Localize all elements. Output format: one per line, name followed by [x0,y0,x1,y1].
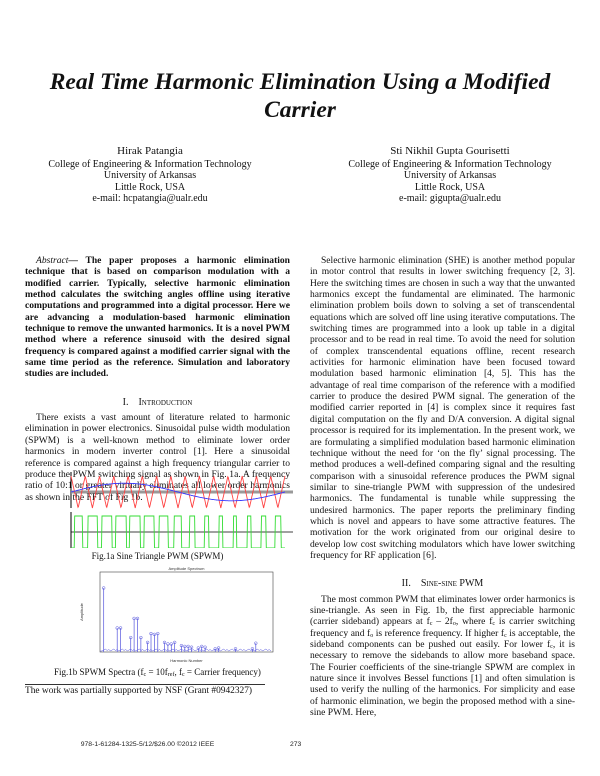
footnote: The work was partially supported by NSF … [25,686,253,696]
figure-1b-spectrum: Amplitude Spectrum Amplitude Harmonic Numb… [79,566,274,663]
spectrum-marker [216,646,221,650]
paper-title: Real Time Harmonic Elimination Using a M… [49,69,551,123]
author-city: Little Rock, USA [114,181,186,193]
left-column: Abstract— The paper proposes a harmonic … [25,255,290,503]
intro-paragraph: There exists a vast amount of literature… [25,412,290,503]
author-univ: University of Arkansas [403,170,497,182]
pwm-signal [71,515,285,548]
spectrum-marker [254,641,258,645]
carrier-triangle [70,475,286,509]
spectrum-marker [173,640,177,645]
spectrum-marker [233,647,238,651]
figure-1a-caption: Fig.1a Sine Triangle PWM (SPWM) [91,551,224,561]
she-paragraph: Selective harmonic elimination (SHE) is … [310,255,575,561]
spectrum-marker [166,642,170,646]
spectrum-marker [139,635,143,640]
right-column: Selective harmonic elimination (SHE) is … [310,255,575,718]
footer-isbn: 978-1-61284-1325-5/12/$26.00 ©2012 IEEE [80,741,215,748]
spectrum-marker [149,631,153,636]
spectrum-marker [145,640,150,645]
figure-1a-sine-triangle [70,472,293,548]
spectrum-marker [196,646,200,650]
spectrum-marker [135,616,140,621]
abstract: Abstract— The paper proposes a harmonic … [25,255,290,380]
reference-sinusoid [70,482,286,502]
spectrum-marker [186,644,190,649]
author-email: e-mail: hcpatangia@ualr.edu [92,193,208,205]
chart-title: Amplitude Spectrum [168,566,205,571]
author-dept: College of Engineering & Information Tec… [348,158,552,170]
spectrum-marker [183,644,187,649]
section-title: Sine-sine PWM [420,578,484,590]
spectrum-marker [152,632,157,637]
author-name: Hirak Patangia [117,145,183,157]
abstract-label: Abstract [36,255,69,266]
spectrum-marker [200,644,204,649]
spectrum-marker [169,642,173,646]
section-heading-introduction: I. Introduction [25,397,290,408]
spectrum-marker [213,647,217,651]
sine-sine-paragraph: The most common PWM that eliminates lowe… [310,593,576,719]
author-block-2: Sti Nikhil Gupta Gourisetti College of E… [315,145,585,205]
author-univ: University of Arkansas [103,170,197,182]
abstract-text: — The paper proposes a harmonic eliminat… [25,255,290,380]
spectrum-marker [129,635,133,640]
section-heading-sine-sine-pwm: II. Sine-sine PWM [310,578,575,589]
spectrum-marker [115,626,119,630]
author-name: Sti Nikhil Gupta Gourisetti [390,145,510,157]
section-title: Introduction [138,396,193,408]
footer-page-number: 273 [290,741,302,748]
spectrum-marker [132,616,136,621]
spectrum-marker [102,586,106,590]
spectrum-marker [118,626,123,630]
spectrum-marker [250,647,255,651]
author-city: Little Rock, USA [414,181,486,193]
author-block-1: Hirak Patangia College of Engineering & … [15,145,285,205]
author-dept: College of Engineering & Information Tec… [48,158,252,170]
section-number: I. [122,396,129,408]
spectrum-marker [203,645,207,649]
plot-frame [99,571,274,653]
footnote-rule [25,684,265,685]
x-axis-label: Harmonic Number [170,658,203,663]
noise-floor [100,648,272,652]
spectrum-marker [189,645,194,649]
section-number: II. [401,578,411,590]
figure-1b-caption: Fig.1b SPWM Spectra (fc = 10fref, fc = C… [54,667,261,678]
spectrum-marker [156,631,160,636]
y-axis-label: Amplitude [79,602,84,621]
spectrum-marker [179,643,184,648]
author-email: e-mail: gigupta@ualr.edu [399,193,501,205]
spectrum-marker [162,640,167,645]
